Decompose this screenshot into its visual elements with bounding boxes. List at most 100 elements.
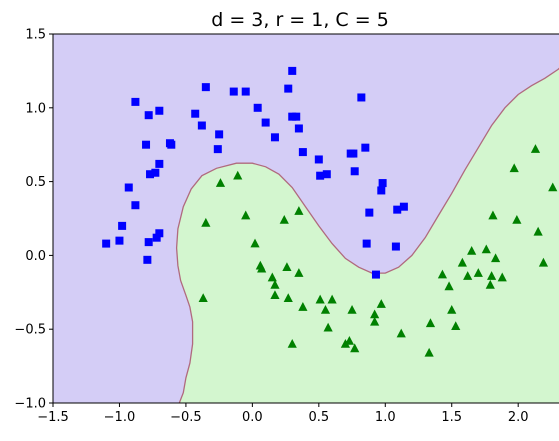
data-point-square	[294, 124, 303, 133]
data-point-triangle	[490, 253, 501, 263]
x-tick-label: 2.0	[508, 410, 529, 425]
data-point-triangle	[538, 257, 549, 267]
data-point-square	[284, 84, 293, 93]
data-point-triangle	[509, 163, 519, 173]
data-point-triangle	[347, 305, 357, 314]
data-point-triangle	[320, 305, 331, 314]
data-point-square	[361, 143, 370, 152]
data-point-triangle	[488, 210, 498, 220]
data-point-triangle	[282, 262, 292, 272]
data-point-triangle	[424, 347, 434, 357]
data-point-square	[349, 149, 358, 158]
data-point-triangle	[497, 272, 507, 282]
data-point-triangle	[250, 238, 260, 248]
data-point-square	[201, 83, 210, 92]
data-point-triangle	[315, 294, 325, 304]
data-point-triangle	[370, 309, 380, 319]
data-point-triangle	[198, 293, 208, 303]
data-point-square	[292, 112, 301, 121]
data-point-square	[143, 255, 152, 264]
y-tick-label: 1.0	[25, 101, 46, 116]
data-point-square	[197, 121, 206, 130]
data-point-square	[365, 208, 374, 217]
data-point-square	[371, 270, 380, 279]
data-point-square	[316, 171, 325, 180]
data-point-square	[144, 111, 153, 120]
data-point-square	[377, 186, 386, 195]
data-point-triangle	[533, 226, 543, 236]
data-point-triangle	[294, 268, 304, 277]
data-point-triangle	[201, 217, 211, 227]
data-point-triangle	[298, 302, 308, 311]
y-tick-label: 0.0	[25, 249, 46, 264]
data-point-triangle	[294, 206, 304, 215]
data-point-triangle	[350, 343, 360, 353]
y-tick-label: 1.5	[25, 28, 46, 43]
data-point-square	[215, 130, 224, 139]
data-point-square	[124, 183, 133, 192]
data-point-triangle	[287, 338, 297, 348]
data-point-square	[151, 168, 160, 177]
data-point-triangle	[481, 244, 491, 254]
data-point-triangle	[267, 272, 277, 282]
data-point-triangle	[233, 170, 243, 180]
data-point-square	[393, 205, 402, 214]
data-point-square	[131, 97, 140, 106]
data-point-square	[270, 133, 279, 142]
data-point-triangle	[444, 281, 454, 291]
data-point-triangle	[447, 305, 457, 314]
data-point-square	[115, 236, 124, 245]
x-tick-label: 0.5	[308, 410, 329, 425]
data-point-square	[399, 202, 408, 211]
data-point-triangle	[257, 263, 267, 273]
data-point-square	[155, 106, 164, 115]
y-tick-label: −1.0	[14, 397, 46, 412]
axes-frame	[52, 33, 559, 404]
data-point-square	[322, 170, 331, 179]
data-point-triangle	[530, 144, 541, 153]
data-point-square	[213, 145, 222, 154]
data-point-triangle	[323, 322, 333, 332]
data-point-triangle	[344, 336, 354, 345]
data-point-triangle	[487, 271, 497, 280]
data-point-square	[261, 118, 270, 127]
data-point-triangle	[340, 338, 351, 348]
data-point-square	[152, 233, 161, 242]
decision-boundary	[175, 67, 559, 403]
x-tick-label: −1.5	[37, 410, 69, 425]
data-point-triangle	[376, 299, 386, 308]
data-point-triangle	[437, 269, 448, 279]
data-point-triangle	[512, 214, 522, 224]
plot-area	[53, 34, 559, 403]
data-point-square	[102, 239, 111, 248]
data-point-square	[378, 179, 387, 188]
data-point-triangle	[451, 321, 461, 331]
data-point-square	[146, 170, 155, 179]
x-tick-label: 1.0	[375, 410, 396, 425]
data-point-square	[191, 109, 200, 118]
data-point-triangle	[370, 316, 380, 326]
data-point-triangle	[270, 290, 280, 300]
data-point-square	[288, 66, 297, 75]
data-point-triangle	[467, 245, 477, 255]
x-tick-label: −0.5	[170, 410, 202, 425]
data-point-triangle	[396, 328, 406, 338]
data-point-square	[131, 201, 140, 210]
data-point-triangle	[457, 257, 467, 267]
x-tick-label: 0.0	[242, 410, 263, 425]
data-point-triangle	[327, 294, 337, 304]
data-point-triangle	[548, 182, 558, 192]
data-point-triangle	[241, 210, 251, 220]
data-point-square	[357, 93, 366, 102]
axes: −1.5 −1.0 −0.5 0.0 0.5 1.0 1.5 2.0−1.0−0.50.00.…	[14, 28, 559, 425]
data-point-square	[253, 103, 262, 112]
data-point-triangle	[463, 271, 473, 280]
data-point-square	[298, 148, 307, 157]
data-point-square	[142, 140, 151, 149]
data-point-triangle	[279, 214, 289, 224]
data-point-square	[241, 87, 250, 96]
y-tick-label: 0.5	[25, 175, 46, 190]
x-tick-label: −1.0	[104, 410, 136, 425]
